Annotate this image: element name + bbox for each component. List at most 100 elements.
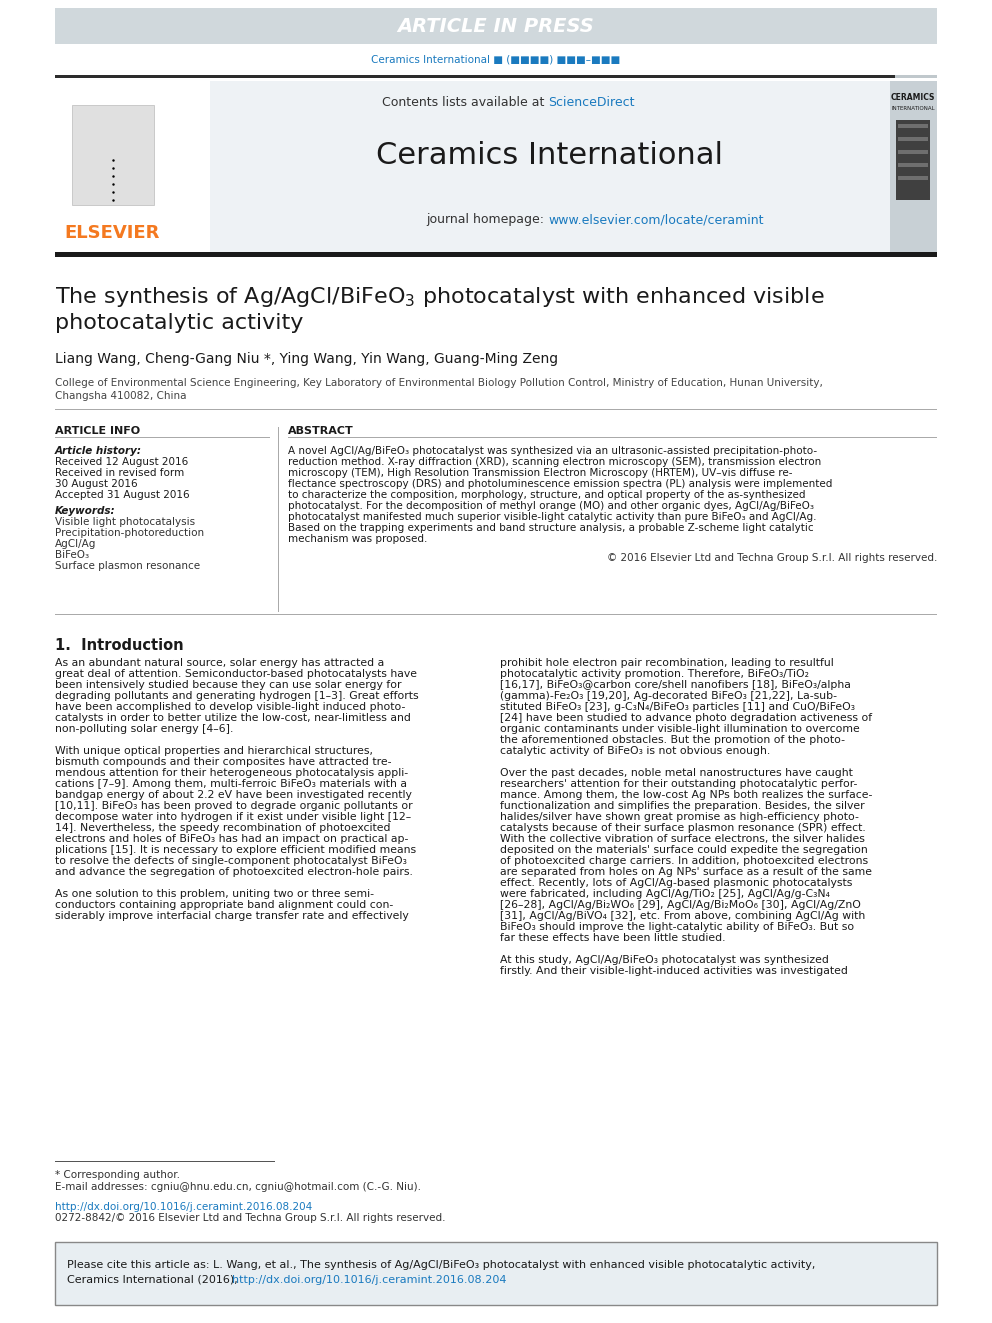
Text: are separated from holes on Ag NPs' surface as a result of the same: are separated from holes on Ag NPs' surf… [500, 867, 872, 877]
Text: Ceramics International: Ceramics International [377, 140, 723, 169]
Text: photocatalyst manifested much superior visible-light catalytic activity than pur: photocatalyst manifested much superior v… [288, 512, 816, 523]
Text: great deal of attention. Semiconductor-based photocatalysts have: great deal of attention. Semiconductor-b… [55, 669, 417, 679]
Text: A novel AgCl/Ag/BiFeO₃ photocatalyst was synthesized via an ultrasonic-assisted : A novel AgCl/Ag/BiFeO₃ photocatalyst was… [288, 446, 817, 456]
Bar [210, 81, 890, 255]
Text: [10,11]. BiFeO₃ has been proved to degrade organic pollutants or: [10,11]. BiFeO₃ has been proved to degra… [55, 800, 413, 811]
Text: ELSEVIER: ELSEVIER [64, 224, 160, 242]
Text: of photoexcited charge carriers. In addition, photoexcited electrons: of photoexcited charge carriers. In addi… [500, 856, 868, 867]
Text: ARTICLE IN PRESS: ARTICLE IN PRESS [398, 16, 594, 36]
Bar [55, 8, 937, 44]
Text: (gamma)-Fe₂O₃ [19,20], Ag-decorated BiFeO₃ [21,22], La-sub-: (gamma)-Fe₂O₃ [19,20], Ag-decorated BiFe… [500, 691, 837, 701]
Text: photocatalytic activity promotion. Therefore, BiFeO₃/TiO₂: photocatalytic activity promotion. There… [500, 669, 809, 679]
Text: ScienceDirect: ScienceDirect [548, 97, 635, 110]
Text: organic contaminants under visible-light illumination to overcome: organic contaminants under visible-light… [500, 724, 860, 734]
Text: Over the past decades, noble metal nanostructures have caught: Over the past decades, noble metal nanos… [500, 767, 853, 778]
Text: The synthesis of Ag/AgCl/BiFeO$_3$ photocatalyst with enhanced visible: The synthesis of Ag/AgCl/BiFeO$_3$ photo… [55, 284, 824, 310]
Text: Visible light photocatalysis: Visible light photocatalysis [55, 517, 195, 527]
Text: Ceramics International ■ (■■■■) ■■■–■■■: Ceramics International ■ (■■■■) ■■■–■■■ [371, 56, 621, 65]
Text: prohibit hole electron pair recombination, leading to resultful: prohibit hole electron pair recombinatio… [500, 658, 833, 668]
Text: 30 August 2016: 30 August 2016 [55, 479, 138, 490]
Text: 0272-8842/© 2016 Elsevier Ltd and Techna Group S.r.l. All rights reserved.: 0272-8842/© 2016 Elsevier Ltd and Techna… [55, 1213, 445, 1222]
Text: effect. Recently, lots of AgCl/Ag-based plasmonic photocatalysts: effect. Recently, lots of AgCl/Ag-based … [500, 878, 852, 888]
Text: Article history:: Article history: [55, 446, 142, 456]
Bar [890, 81, 937, 255]
Text: As one solution to this problem, uniting two or three semi-: As one solution to this problem, uniting… [55, 889, 374, 900]
Bar [72, 105, 154, 205]
Text: Received 12 August 2016: Received 12 August 2016 [55, 456, 188, 467]
Text: stituted BiFeO₃ [23], g-C₃N₄/BiFeO₃ particles [11] and CuO/BiFeO₃: stituted BiFeO₃ [23], g-C₃N₄/BiFeO₃ part… [500, 703, 855, 712]
Text: far these effects have been little studied.: far these effects have been little studi… [500, 933, 725, 943]
Text: plications [15]. It is necessary to explore efficient modified means: plications [15]. It is necessary to expl… [55, 845, 416, 855]
Text: non-polluting solar energy [4–6].: non-polluting solar energy [4–6]. [55, 724, 233, 734]
Text: conductors containing appropriate band alignment could con-: conductors containing appropriate band a… [55, 900, 393, 910]
Text: mechanism was proposed.: mechanism was proposed. [288, 534, 428, 544]
Text: * Corresponding author.: * Corresponding author. [55, 1170, 180, 1180]
Text: deposited on the materials' surface could expedite the segregation: deposited on the materials' surface coul… [500, 845, 868, 855]
Text: firstly. And their visible-light-induced activities was investigated: firstly. And their visible-light-induced… [500, 966, 848, 976]
Text: the aforementioned obstacles. But the promotion of the photo-: the aforementioned obstacles. But the pr… [500, 736, 845, 745]
Text: CERAMICS: CERAMICS [891, 93, 935, 102]
Text: http://dx.doi.org/10.1016/j.ceramint.2016.08.204: http://dx.doi.org/10.1016/j.ceramint.201… [232, 1275, 507, 1285]
Text: researchers' attention for their outstanding photocatalytic perfor-: researchers' attention for their outstan… [500, 779, 857, 789]
Text: BiFeO₃ should improve the light-catalytic ability of BiFeO₃. But so: BiFeO₃ should improve the light-catalyti… [500, 922, 854, 931]
Text: BiFeO₃: BiFeO₃ [55, 550, 89, 560]
Text: Contents lists available at: Contents lists available at [382, 97, 548, 110]
Bar [896, 120, 930, 200]
Text: functionalization and simplifies the preparation. Besides, the silver: functionalization and simplifies the pre… [500, 800, 865, 811]
Text: Received in revised form: Received in revised form [55, 468, 185, 478]
Text: microscopy (TEM), High Resolution Transmission Electron Microscopy (HRTEM), UV–v: microscopy (TEM), High Resolution Transm… [288, 468, 793, 478]
Text: At this study, AgCl/Ag/BiFeO₃ photocatalyst was synthesized: At this study, AgCl/Ag/BiFeO₃ photocatal… [500, 955, 829, 964]
Text: 1.  Introduction: 1. Introduction [55, 638, 184, 654]
Text: bismuth compounds and their composites have attracted tre-: bismuth compounds and their composites h… [55, 757, 392, 767]
Text: E-mail addresses: cgniu@hnu.edu.cn, cgniu@hotmail.com (C.-G. Niu).: E-mail addresses: cgniu@hnu.edu.cn, cgni… [55, 1181, 421, 1192]
Text: reduction method. X-ray diffraction (XRD), scanning electron microscopy (SEM), t: reduction method. X-ray diffraction (XRD… [288, 456, 821, 467]
Text: With unique optical properties and hierarchical structures,: With unique optical properties and hiera… [55, 746, 373, 755]
Text: mance. Among them, the low-cost Ag NPs both realizes the surface-: mance. Among them, the low-cost Ag NPs b… [500, 790, 872, 800]
Text: electrons and holes of BiFeO₃ has had an impact on practical ap-: electrons and holes of BiFeO₃ has had an… [55, 833, 409, 844]
Text: to resolve the defects of single-component photocatalyst BiFeO₃: to resolve the defects of single-compone… [55, 856, 407, 867]
Bar [55, 251, 937, 257]
Text: [16,17], BiFeO₃@carbon core/shell nanofibers [18], BiFeO₃/alpha: [16,17], BiFeO₃@carbon core/shell nanofi… [500, 680, 851, 691]
Text: 14]. Nevertheless, the speedy recombination of photoexcited: 14]. Nevertheless, the speedy recombinat… [55, 823, 391, 833]
Text: Precipitation-photoreduction: Precipitation-photoreduction [55, 528, 204, 538]
Text: [26–28], AgCl/Ag/Bi₂WO₆ [29], AgCl/Ag/Bi₂MoO₆ [30], AgCl/Ag/ZnO: [26–28], AgCl/Ag/Bi₂WO₆ [29], AgCl/Ag/Bi… [500, 900, 861, 910]
Text: were fabricated, including AgCl/Ag/TiO₂ [25], AgCl/Ag/g-C₃N₄: were fabricated, including AgCl/Ag/TiO₂ … [500, 889, 830, 900]
Bar [55, 75, 895, 78]
Text: Keywords:: Keywords: [55, 505, 116, 516]
Text: degrading pollutants and generating hydrogen [1–3]. Great efforts: degrading pollutants and generating hydr… [55, 691, 419, 701]
Text: photocatalytic activity: photocatalytic activity [55, 314, 304, 333]
Text: Ceramics International (2016),: Ceramics International (2016), [67, 1275, 241, 1285]
Text: AgCl/Ag: AgCl/Ag [55, 538, 96, 549]
Text: [31], AgCl/Ag/BiVO₄ [32], etc. From above, combining AgCl/Ag with: [31], AgCl/Ag/BiVO₄ [32], etc. From abov… [500, 912, 865, 921]
Text: and advance the segregation of photoexcited electron-hole pairs.: and advance the segregation of photoexci… [55, 867, 413, 877]
Bar [898, 163, 928, 167]
Bar [278, 427, 279, 613]
Text: Please cite this article as: L. Wang, et al., The synthesis of Ag/AgCl/BiFeO₃ ph: Please cite this article as: L. Wang, et… [67, 1259, 815, 1270]
Text: Changsha 410082, China: Changsha 410082, China [55, 392, 186, 401]
Text: journal homepage:: journal homepage: [426, 213, 548, 226]
Text: decompose water into hydrogen if it exist under visible light [12–: decompose water into hydrogen if it exis… [55, 812, 412, 822]
Text: halides/silver have shown great promise as high-efficiency photo-: halides/silver have shown great promise … [500, 812, 859, 822]
Bar [898, 149, 928, 153]
Text: ABSTRACT: ABSTRACT [288, 426, 354, 437]
Text: flectance spectroscopy (DRS) and photoluminescence emission spectra (PL) analysi: flectance spectroscopy (DRS) and photolu… [288, 479, 832, 490]
Text: cations [7–9]. Among them, multi-ferroic BiFeO₃ materials with a: cations [7–9]. Among them, multi-ferroic… [55, 779, 407, 789]
Text: catalysts because of their surface plasmon resonance (SPR) effect.: catalysts because of their surface plasm… [500, 823, 866, 833]
Text: bandgap energy of about 2.2 eV have been investigated recently: bandgap energy of about 2.2 eV have been… [55, 790, 412, 800]
Text: With the collective vibration of surface electrons, the silver halides: With the collective vibration of surface… [500, 833, 865, 844]
Text: INTERNATIONAL: INTERNATIONAL [891, 106, 934, 111]
Text: Based on the trapping experiments and band structure analysis, a probable Z-sche: Based on the trapping experiments and ba… [288, 523, 813, 533]
Text: Surface plasmon resonance: Surface plasmon resonance [55, 561, 200, 572]
Text: been intensively studied because they can use solar energy for: been intensively studied because they ca… [55, 680, 402, 691]
Text: mendous attention for their heterogeneous photocatalysis appli-: mendous attention for their heterogeneou… [55, 767, 408, 778]
Text: photocatalyst. For the decomposition of methyl orange (MO) and other organic dye: photocatalyst. For the decomposition of … [288, 501, 814, 511]
Text: Liang Wang, Cheng-Gang Niu *, Ying Wang, Yin Wang, Guang-Ming Zeng: Liang Wang, Cheng-Gang Niu *, Ying Wang,… [55, 352, 558, 366]
Bar [895, 75, 937, 78]
Bar [898, 124, 928, 128]
Bar [55, 81, 210, 255]
Text: [24] have been studied to advance photo degradation activeness of: [24] have been studied to advance photo … [500, 713, 872, 722]
Bar [898, 176, 928, 180]
Text: As an abundant natural source, solar energy has attracted a: As an abundant natural source, solar ene… [55, 658, 384, 668]
Text: siderably improve interfacial charge transfer rate and effectively: siderably improve interfacial charge tra… [55, 912, 409, 921]
Text: College of Environmental Science Engineering, Key Laboratory of Environmental Bi: College of Environmental Science Enginee… [55, 378, 823, 388]
